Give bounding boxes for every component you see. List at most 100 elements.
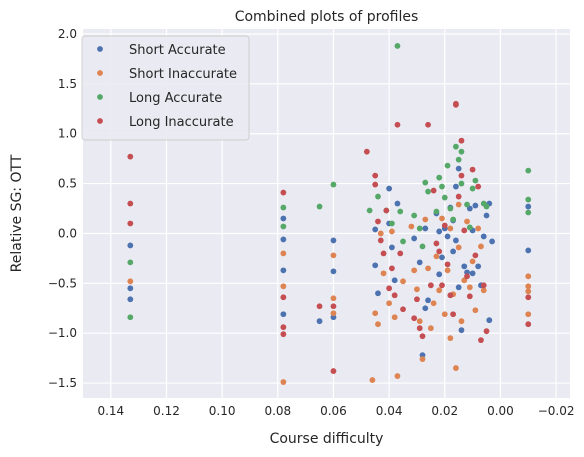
data-point	[450, 311, 457, 318]
data-point	[280, 379, 287, 385]
data-point	[458, 137, 465, 144]
data-point	[455, 284, 462, 291]
legend-marker	[97, 46, 103, 52]
data-point	[472, 307, 479, 314]
data-point	[380, 270, 387, 277]
data-point	[388, 244, 395, 251]
data-point	[472, 177, 479, 184]
data-point	[478, 337, 484, 344]
y-tick-label: 0.5	[58, 177, 77, 191]
gridlines	[83, 29, 570, 398]
data-point	[441, 194, 448, 201]
x-tick-label: 0.04	[376, 404, 403, 418]
data-point	[388, 265, 395, 272]
data-point	[525, 311, 532, 318]
data-point	[430, 300, 437, 307]
data-point	[458, 180, 465, 187]
x-tick-label: 0.08	[264, 404, 291, 418]
data-points	[127, 43, 532, 385]
data-point	[525, 294, 532, 301]
data-point	[425, 265, 431, 272]
data-point	[455, 193, 462, 200]
data-point	[464, 273, 470, 280]
data-point	[422, 216, 429, 223]
data-point	[436, 228, 443, 235]
data-point	[466, 284, 473, 291]
data-point	[280, 294, 287, 301]
x-tick-label: 0.10	[209, 404, 236, 418]
data-point	[375, 193, 381, 200]
data-point	[525, 203, 532, 210]
data-point	[472, 202, 479, 209]
y-tick-label: −0.5	[48, 276, 77, 290]
data-point	[444, 233, 451, 240]
data-point	[391, 314, 398, 321]
data-point	[483, 212, 490, 219]
data-point	[489, 238, 495, 245]
data-point	[316, 203, 323, 210]
data-point	[483, 328, 490, 335]
data-point	[433, 208, 440, 215]
data-point	[436, 248, 443, 255]
data-point	[425, 297, 431, 304]
data-point	[480, 287, 487, 294]
data-point	[480, 282, 487, 289]
legend-marker	[97, 94, 103, 100]
data-point	[394, 121, 401, 128]
legend-marker	[97, 70, 103, 76]
data-point	[458, 318, 465, 325]
data-point	[444, 267, 451, 274]
data-point	[400, 238, 406, 245]
x-tick-label: 0.02	[431, 404, 458, 418]
data-point	[372, 226, 379, 233]
data-point	[447, 292, 454, 299]
data-point	[127, 259, 134, 266]
data-point	[380, 250, 387, 257]
x-tick-label: 0.06	[320, 404, 347, 418]
data-point	[458, 148, 465, 155]
data-point	[450, 248, 457, 255]
data-point	[330, 268, 337, 275]
data-point	[450, 216, 457, 223]
data-point	[383, 207, 390, 214]
data-point	[453, 143, 459, 150]
data-point	[461, 263, 468, 270]
data-point	[422, 179, 429, 186]
data-point	[425, 188, 431, 195]
data-point	[466, 224, 473, 231]
data-point	[436, 271, 443, 278]
data-point	[436, 174, 443, 181]
data-point	[453, 183, 459, 190]
data-point	[411, 267, 418, 274]
data-point	[280, 204, 287, 211]
data-point	[330, 310, 337, 317]
data-point	[400, 306, 406, 313]
data-point	[127, 314, 134, 321]
legend-label: Long Inaccurate	[129, 115, 234, 130]
data-point	[422, 225, 429, 232]
data-point	[433, 253, 440, 260]
y-tick-label: 2.0	[58, 27, 77, 41]
data-point	[458, 172, 465, 179]
data-point	[316, 303, 323, 310]
y-tick-label: 1.5	[58, 77, 77, 91]
data-point	[441, 311, 448, 318]
legend: Short Accurate Short Inaccurate Long Accur…	[81, 35, 250, 141]
data-point	[453, 237, 459, 244]
data-point	[419, 243, 426, 250]
data-point	[366, 207, 373, 214]
data-point	[447, 205, 454, 212]
data-point	[127, 278, 134, 285]
data-point	[127, 296, 134, 303]
data-point	[525, 196, 532, 203]
data-point	[388, 220, 395, 227]
x-tick-label: 0.00	[487, 404, 514, 418]
data-point	[525, 209, 532, 216]
data-point	[469, 270, 476, 277]
data-point	[525, 247, 532, 254]
y-tick-label: 0.0	[58, 226, 77, 240]
data-point	[472, 252, 479, 259]
data-point	[455, 244, 462, 251]
data-point	[280, 267, 287, 274]
data-point	[386, 185, 393, 192]
